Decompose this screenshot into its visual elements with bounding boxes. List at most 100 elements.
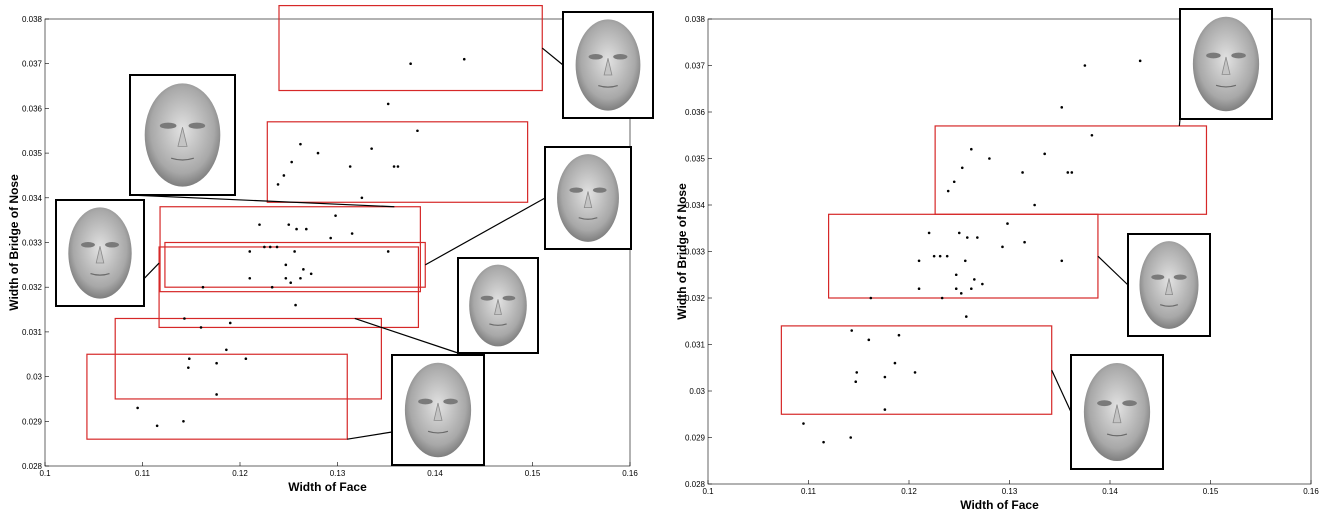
y-tick-label: 0.033 <box>22 239 43 248</box>
x-tick-label: 0.12 <box>901 487 917 496</box>
data-point <box>392 165 396 168</box>
face-eye-icon <box>502 295 516 301</box>
y-tick-label: 0.035 <box>685 155 706 164</box>
scatter-chart-left: 0.1 0.11 0.12 0.13 0.14 0.15 0.16 0.028 0.029 0.0… <box>7 4 654 494</box>
data-point <box>462 57 466 61</box>
y-tick-label: 0.028 <box>22 462 43 471</box>
thumbnail-connector <box>354 317 459 354</box>
data-point <box>284 263 288 267</box>
x-tick-label: 0.16 <box>1303 487 1319 496</box>
data-point <box>954 273 958 277</box>
data-point <box>952 180 956 184</box>
data-point <box>348 165 352 168</box>
y-tick-label: 0.038 <box>685 15 706 24</box>
x-tick-label: 0.13 <box>1002 487 1018 496</box>
x-tick-label: 0.15 <box>1203 487 1219 496</box>
highlight-box <box>159 206 421 293</box>
data-point <box>965 236 969 239</box>
y-tick-label: 0.03 <box>689 387 705 396</box>
data-point <box>976 236 979 239</box>
face-eye-icon <box>1122 400 1137 407</box>
data-point <box>396 165 400 168</box>
data-point <box>867 338 871 342</box>
face-mouth-icon <box>598 84 618 88</box>
data-point <box>215 393 218 396</box>
face-mouth-icon <box>489 323 507 326</box>
data-point <box>1060 259 1064 263</box>
face-eye-icon <box>480 295 494 301</box>
data-point <box>1066 171 1070 174</box>
data-point <box>1021 171 1024 174</box>
data-point <box>309 272 313 276</box>
face-eye-icon <box>569 187 584 193</box>
y-axis-title: Width of Bridge of Nose <box>7 174 21 311</box>
y-tick-label: 0.035 <box>22 149 43 158</box>
data-point <box>917 287 921 291</box>
data-point <box>849 436 853 439</box>
data-point <box>893 361 897 365</box>
data-point <box>136 406 139 410</box>
y-tick-label: 0.037 <box>22 60 43 69</box>
x-tick-label: 0.14 <box>1102 487 1118 496</box>
data-point <box>409 62 412 65</box>
data-point <box>897 333 901 337</box>
face-mouth-icon <box>578 217 598 220</box>
data-point <box>850 329 854 332</box>
data-point <box>275 245 279 249</box>
data-point <box>954 287 958 291</box>
highlight-box <box>164 241 426 288</box>
face-nose-icon <box>177 127 188 147</box>
y-tick-label: 0.029 <box>685 434 706 443</box>
y-tick-label: 0.032 <box>685 294 706 303</box>
face-eye-icon <box>1173 274 1187 280</box>
data-point <box>1043 152 1046 156</box>
data-point <box>334 214 337 217</box>
data-point <box>869 296 873 300</box>
data-point <box>295 227 298 231</box>
scatter-chart-right: 0.1 0.11 0.12 0.13 0.14 0.15 0.16 0.028 0.029 0.0… <box>675 8 1319 511</box>
data-point <box>946 189 950 193</box>
face-nose-icon <box>494 299 502 315</box>
face-eye-icon <box>80 242 95 248</box>
face-thumbnail <box>1070 354 1164 470</box>
data-point <box>248 276 252 280</box>
face-nose-icon <box>1221 56 1231 75</box>
data-point <box>1023 240 1026 244</box>
data-point <box>932 254 936 258</box>
data-point <box>284 276 288 280</box>
data-point <box>155 424 159 428</box>
data-point <box>959 292 963 295</box>
data-point <box>276 183 280 186</box>
x-tick-label: 0.15 <box>525 469 541 478</box>
data-point <box>883 375 887 379</box>
highlight-box <box>86 353 348 440</box>
data-point <box>963 259 967 263</box>
data-point <box>294 303 297 307</box>
data-point <box>822 440 825 444</box>
face-thumbnail <box>562 11 654 119</box>
face-eye-icon <box>1231 52 1246 59</box>
data-point <box>957 231 961 235</box>
data-point <box>1060 106 1064 109</box>
data-point <box>1006 222 1009 225</box>
data-point <box>940 296 944 300</box>
face-eye-icon <box>188 122 206 129</box>
y-tick-label: 0.028 <box>685 480 706 489</box>
data-point <box>960 166 964 170</box>
y-tick-label: 0.036 <box>685 108 706 117</box>
face-mouth-icon <box>1106 433 1128 437</box>
face-mouth-icon <box>90 272 110 276</box>
data-point <box>290 160 293 164</box>
chart-panel-left: 0.1 0.11 0.12 0.13 0.14 0.15 0.16 0.028 0.029 0.0… <box>7 4 654 494</box>
face-mouth-icon <box>427 430 449 434</box>
data-point <box>964 315 968 318</box>
data-point <box>268 245 272 249</box>
y-tick-label: 0.034 <box>22 194 43 203</box>
data-point <box>289 281 293 285</box>
data-point <box>386 250 390 253</box>
y-tick-label: 0.033 <box>685 248 706 257</box>
face-thumbnail <box>391 354 485 466</box>
face-nose-icon <box>433 402 443 421</box>
data-point <box>258 223 261 226</box>
face-eye-icon <box>418 398 433 405</box>
